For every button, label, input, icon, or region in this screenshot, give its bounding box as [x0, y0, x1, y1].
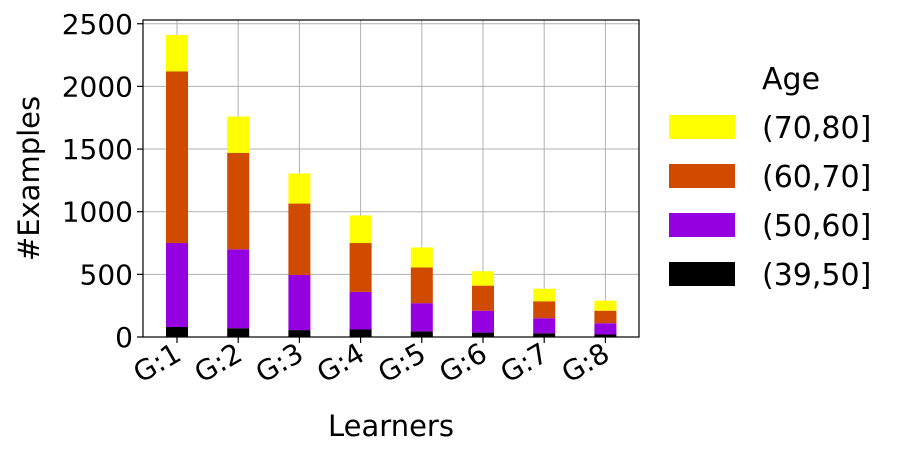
x-tick-label: G:2 [189, 336, 248, 389]
y-tick-label: 2000 [62, 70, 133, 103]
bar-segment [166, 71, 188, 244]
x-tick-label: G:5 [372, 336, 431, 389]
legend-swatch [669, 213, 735, 237]
bar-segment [288, 203, 311, 275]
bar-segment [533, 318, 556, 334]
bar-segment [410, 247, 433, 268]
legend-label: (39,50] [762, 258, 871, 293]
legend-swatch [669, 115, 735, 139]
y-axis: 0 500 1000 1500 2000 2500 [62, 8, 143, 354]
bar-segment [288, 274, 311, 331]
x-tick-label: G:1 [128, 336, 187, 389]
bar-segment [410, 267, 433, 304]
bar-segment [288, 173, 311, 204]
bar-segment [349, 215, 372, 244]
x-tick-label: G:8 [556, 336, 615, 389]
y-axis-title: #Examples [12, 96, 46, 261]
x-tick-label: G:3 [250, 336, 309, 389]
legend-swatch [669, 164, 735, 188]
legend-label: (60,70] [762, 160, 871, 195]
legend-swatch [669, 262, 735, 286]
bar-segment [349, 243, 372, 292]
bar-segment [472, 285, 494, 311]
y-tick-label: 2500 [62, 8, 133, 41]
bar-segment [594, 334, 617, 337]
bar-segment [410, 303, 433, 332]
legend: Age (70,80] (60,70] (50,60] (39,50] [669, 62, 871, 293]
legend-label: (70,80] [762, 111, 871, 146]
bar-segment [472, 271, 494, 286]
y-tick-label: 500 [80, 258, 133, 291]
legend-title: Age [762, 62, 820, 97]
plot-frame [142, 19, 640, 338]
y-tick-label: 1000 [62, 196, 133, 229]
bar-segment [227, 152, 250, 250]
bar-segment [533, 301, 556, 319]
bar-segment [594, 310, 617, 324]
bar-segment [166, 326, 188, 337]
bar-segment [594, 323, 617, 335]
bars [166, 35, 617, 337]
bar-segment [227, 116, 250, 153]
bar-segment [349, 291, 372, 330]
bar-segment [472, 310, 494, 333]
x-axis: G:1 G:2 G:3 G:4 G:5 G:6 G:7 G:8 [128, 336, 615, 389]
x-tick-label: G:4 [311, 336, 370, 389]
y-tick-label: 1500 [62, 133, 133, 166]
bar-segment [227, 249, 250, 329]
y-tick-label: 0 [115, 321, 133, 354]
x-tick-label: G:6 [434, 336, 493, 389]
bar-segment [166, 35, 188, 72]
bar-segment [533, 333, 556, 337]
x-axis-title: Learners [328, 409, 454, 443]
bar-segment [594, 300, 617, 311]
bar-segment [410, 331, 433, 337]
x-tick-label: G:7 [495, 336, 554, 389]
bar-segment [472, 332, 494, 337]
bar-segment [166, 243, 188, 327]
bar-segment [349, 329, 372, 337]
bar-segment [227, 328, 250, 337]
legend-label: (50,60] [762, 209, 871, 244]
grid [143, 20, 639, 338]
bar-segment [288, 330, 311, 337]
bar-segment [533, 288, 556, 302]
